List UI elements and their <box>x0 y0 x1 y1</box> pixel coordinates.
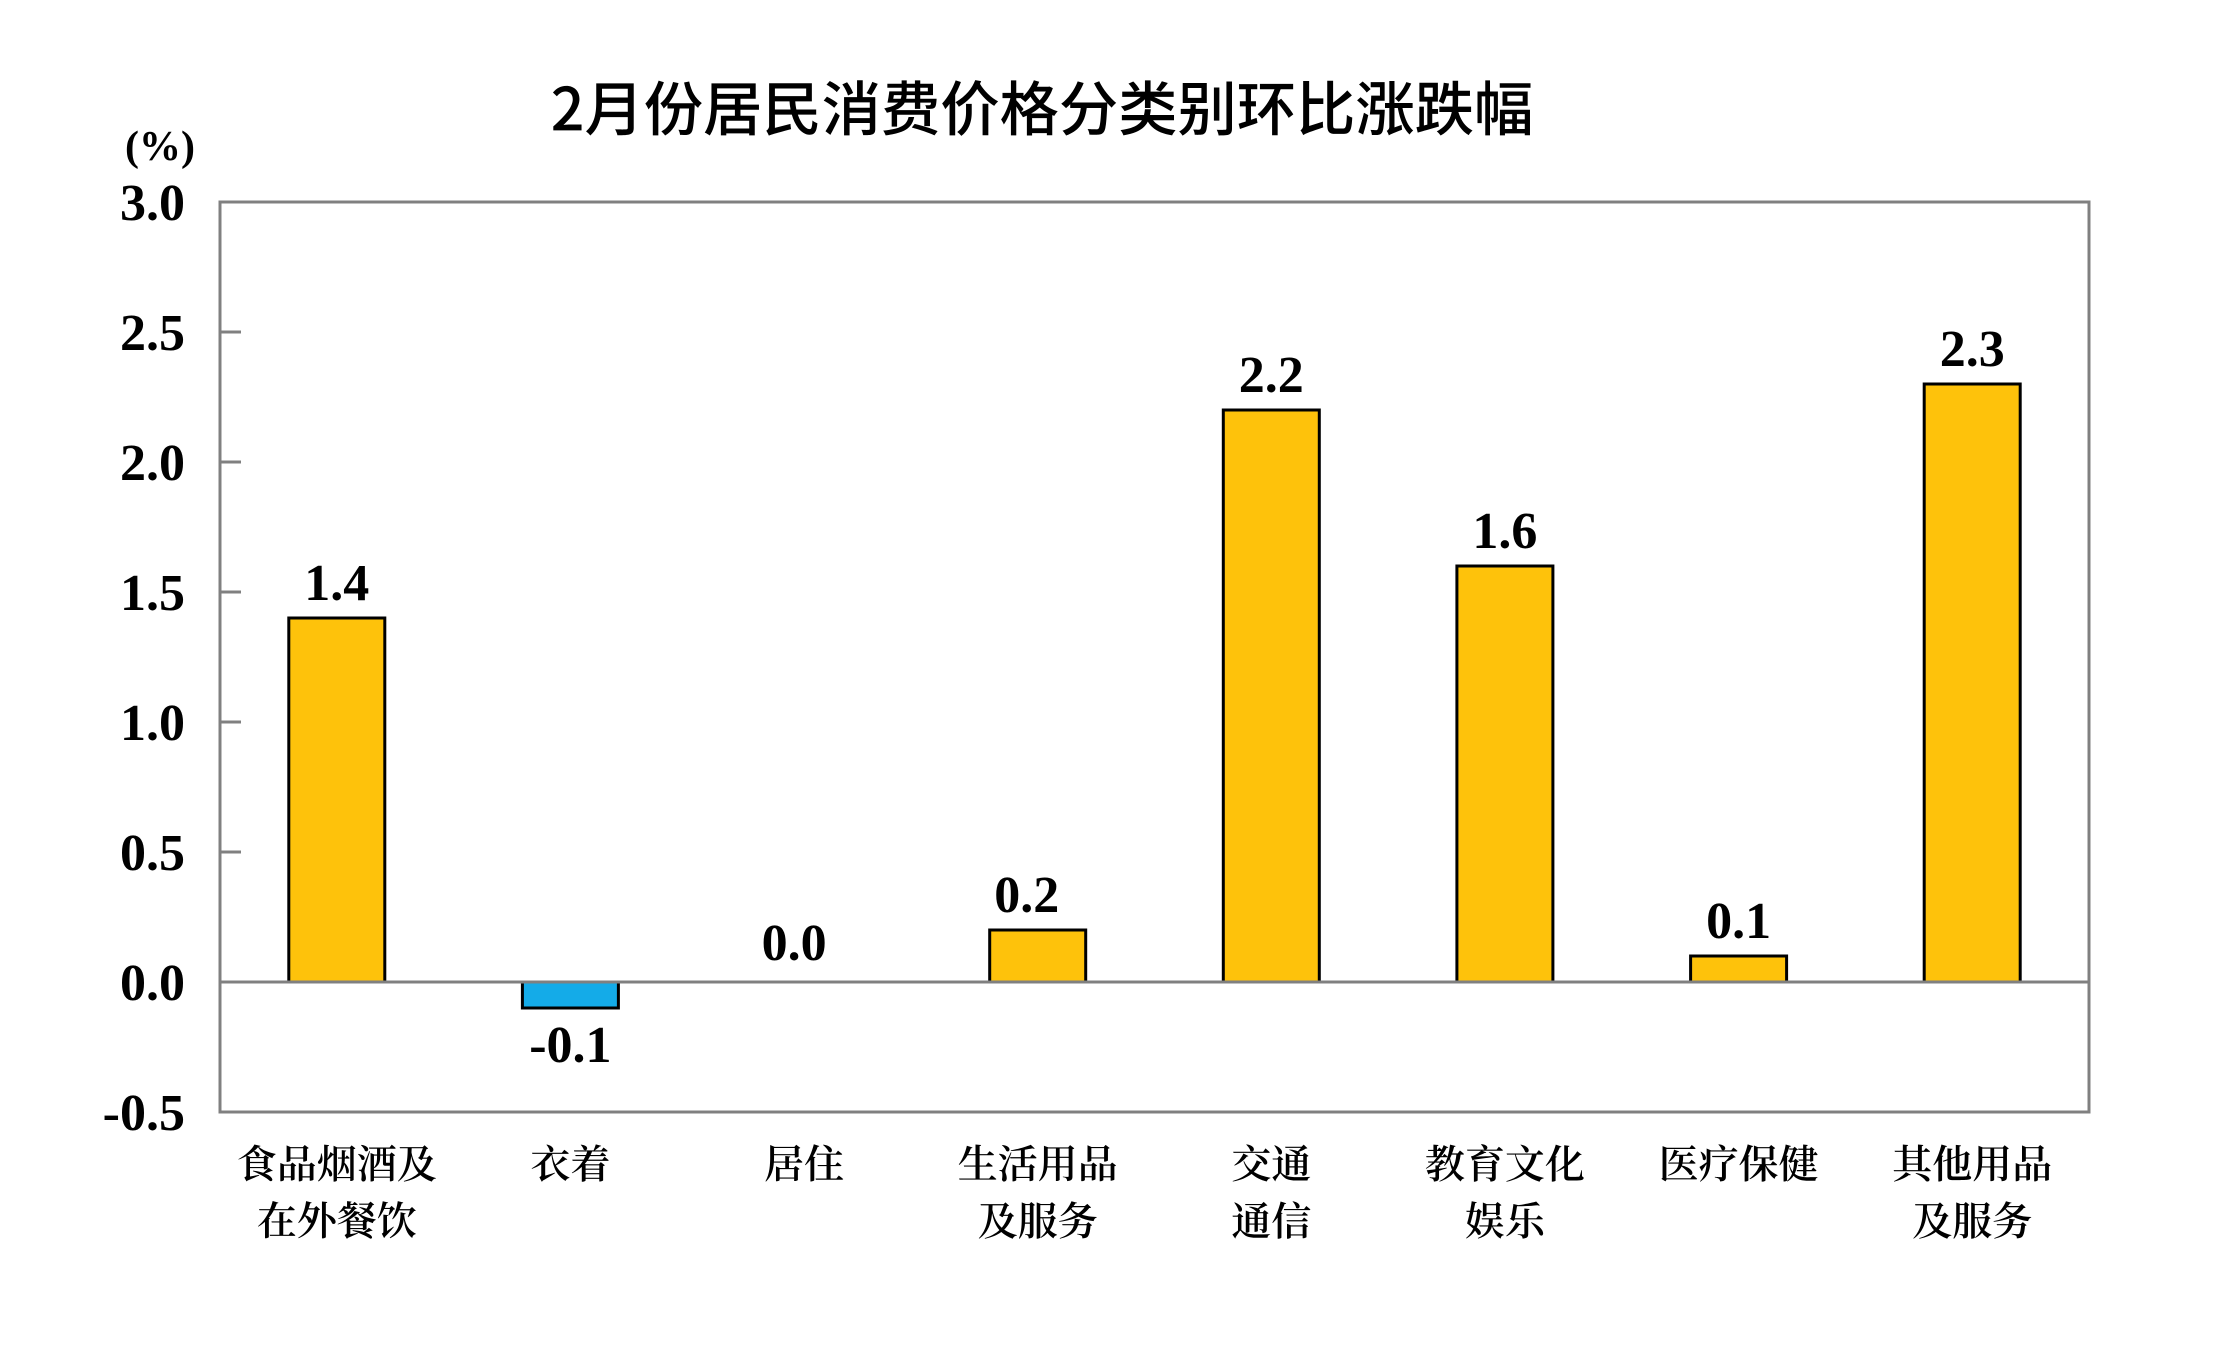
svg-text:2.2: 2.2 <box>1239 347 1304 404</box>
svg-text:1.4: 1.4 <box>304 555 369 612</box>
svg-text:2.5: 2.5 <box>120 305 185 362</box>
svg-text:1.6: 1.6 <box>1472 503 1537 560</box>
svg-text:-0.1: -0.1 <box>529 1017 611 1074</box>
svg-text:(%): (%) <box>125 124 195 170</box>
svg-text:0.0: 0.0 <box>762 915 827 972</box>
svg-text:-0.5: -0.5 <box>103 1085 185 1142</box>
svg-text:0.5: 0.5 <box>120 825 185 882</box>
svg-text:0.2: 0.2 <box>994 867 1059 924</box>
svg-text:0.0: 0.0 <box>120 955 185 1012</box>
svg-text:2.0: 2.0 <box>120 435 185 492</box>
svg-text:0.1: 0.1 <box>1706 893 1771 950</box>
svg-text:1.5: 1.5 <box>120 565 185 622</box>
svg-text:2.3: 2.3 <box>1940 321 2005 378</box>
svg-text:1.0: 1.0 <box>120 695 185 752</box>
svg-text:3.0: 3.0 <box>120 175 185 232</box>
